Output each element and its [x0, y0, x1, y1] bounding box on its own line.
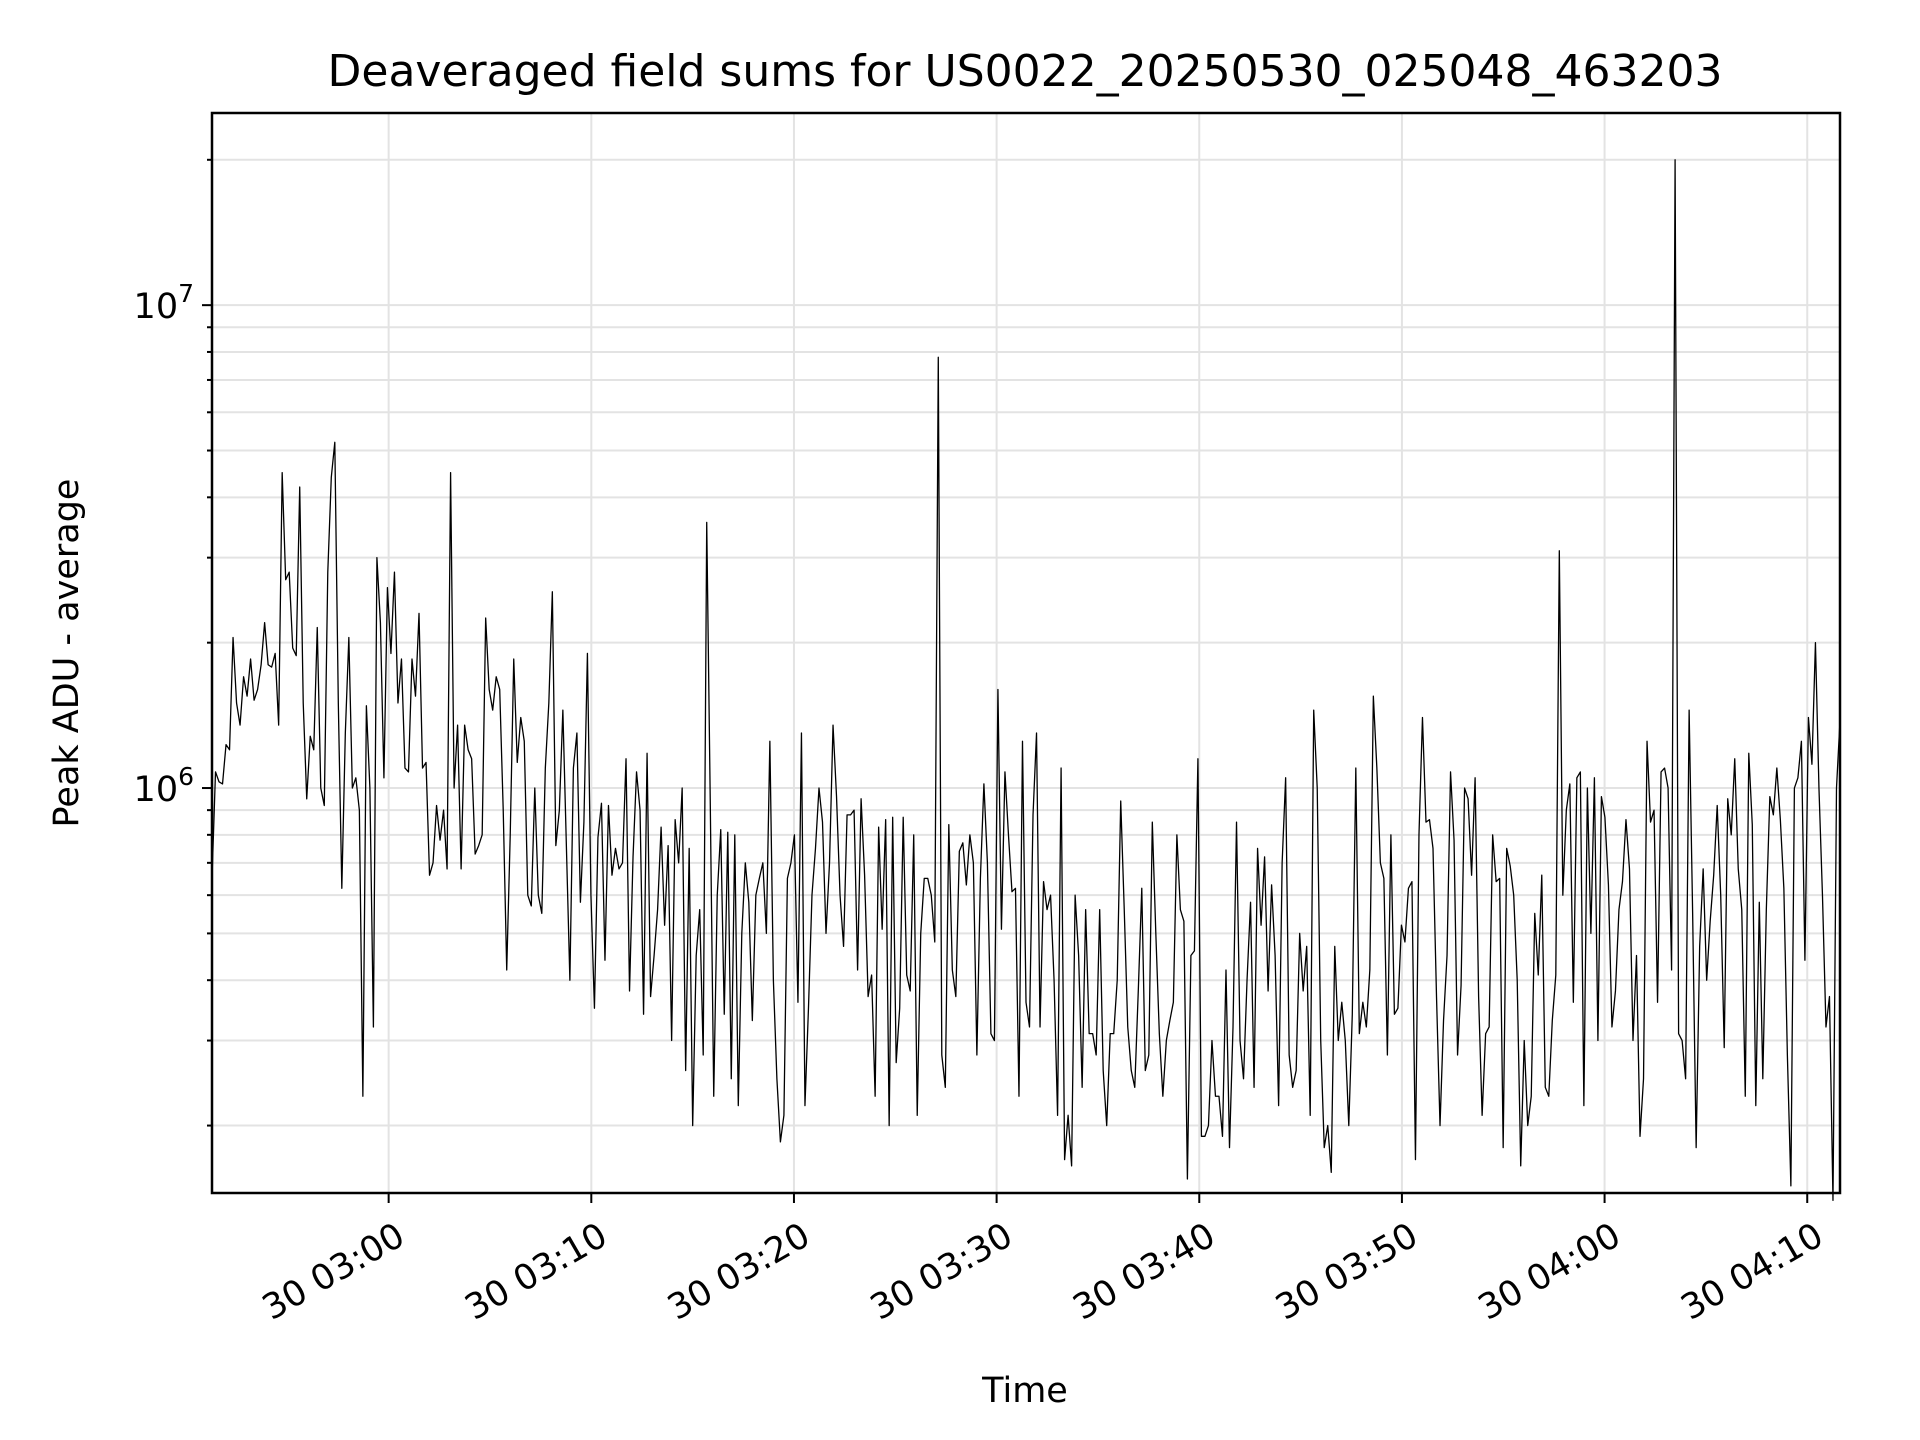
chart-title: Deaveraged field sums for US0022_2025053… [328, 46, 1723, 97]
y-tick-label: 107 [134, 279, 194, 327]
plot-frame [210, 111, 1842, 1195]
y-tick-label: 106 [134, 762, 194, 810]
series-line [211, 159, 1841, 1202]
x-axis-label: Time [981, 1371, 1068, 1411]
y-axis-label: Peak ADU - average [47, 479, 87, 828]
grid-layer [212, 113, 1840, 1193]
